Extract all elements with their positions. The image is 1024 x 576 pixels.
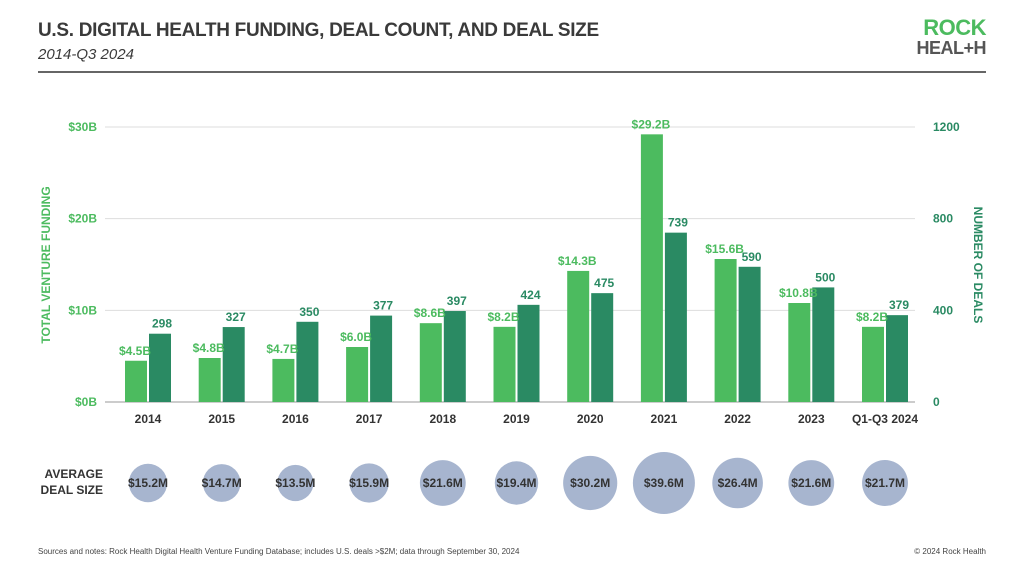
deal-count-bar	[370, 315, 393, 402]
deal-count-bar	[886, 315, 908, 402]
category-label: 2015	[208, 412, 235, 426]
deal-size-label: $21.7M	[865, 476, 905, 490]
deal-size-bubble	[712, 457, 763, 509]
deal-size-bubble	[632, 452, 695, 514]
deal-count-bar	[738, 266, 761, 402]
deal-size-label: $26.4M	[718, 476, 758, 490]
right-tick-label: 1200	[933, 120, 960, 134]
deal-size-bubble	[494, 461, 539, 505]
category-label: 2020	[577, 412, 604, 426]
right-tick-label: 0	[933, 395, 940, 409]
left-tick-label: $0B	[75, 395, 97, 409]
deal-size-bubble	[419, 460, 466, 506]
category-label: 2016	[282, 412, 309, 426]
deal-count-bar	[664, 232, 687, 402]
funding-label: $8.2B	[856, 310, 888, 324]
logo-line-2: HEAL+H	[916, 38, 986, 58]
left-tick-label: $20B	[68, 212, 97, 226]
funding-bar	[272, 358, 295, 402]
deal-size-bubble	[788, 460, 835, 506]
funding-bar	[346, 347, 369, 402]
funding-label: $10.8B	[779, 286, 818, 300]
category-label: 2023	[798, 412, 825, 426]
category-label: 2021	[651, 412, 678, 426]
deal-count-label: 500	[815, 270, 835, 284]
copyright: © 2024 Rock Health	[914, 547, 986, 556]
deal-size-label: $39.6M	[644, 476, 684, 490]
deal-count-label: 377	[373, 299, 393, 313]
logo-line-1: ROCK	[923, 15, 986, 40]
funding-label: $8.6B	[414, 306, 446, 320]
deal-count-bar	[296, 321, 319, 402]
funding-bar	[198, 358, 221, 402]
left-tick-label: $30B	[68, 120, 97, 134]
deal-count-label: 590	[742, 250, 762, 264]
deal-size-bubble	[128, 463, 168, 503]
funding-label: $4.7B	[266, 342, 298, 356]
deal-count-bar	[591, 293, 614, 402]
average-deal-size-heading: DEAL SIZE	[41, 483, 103, 497]
deal-size-label: $19.4M	[496, 476, 536, 490]
deal-count-label: 379	[889, 298, 909, 312]
category-label: 2022	[724, 412, 751, 426]
funding-bar	[714, 259, 737, 402]
title-divider	[38, 71, 986, 73]
deal-count-bar	[517, 304, 540, 402]
left-axis-title: TOTAL VENTURE FUNDING	[39, 186, 53, 343]
funding-label: $8.2B	[487, 310, 519, 324]
deal-count-label: 298	[152, 317, 172, 331]
rock-health-logo: ROCK HEAL+H	[916, 15, 986, 59]
deal-count-label: 739	[668, 216, 688, 230]
funding-bar	[640, 134, 663, 403]
deal-size-bubble	[862, 460, 908, 506]
category-label: 2018	[429, 412, 456, 426]
category-label: Q1-Q3 2024	[852, 412, 918, 426]
chart-title: U.S. DIGITAL HEALTH FUNDING, DEAL COUNT,…	[38, 20, 599, 41]
deal-count-label: 475	[594, 276, 614, 290]
funding-label: $15.6B	[705, 242, 744, 256]
deal-size-bubble	[349, 463, 389, 503]
right-axis-title: NUMBER OF DEALS	[971, 207, 985, 324]
left-tick-label: $10B	[68, 303, 97, 317]
deal-size-bubble	[563, 455, 618, 511]
deal-count-label: 327	[226, 310, 246, 324]
deal-count-label: 424	[520, 288, 540, 302]
deal-count-bar	[222, 327, 245, 402]
deal-size-label: $15.9M	[349, 476, 389, 490]
funding-label: $4.8B	[193, 341, 225, 355]
footnote: Sources and notes: Rock Health Digital H…	[38, 547, 520, 556]
funding-bar	[862, 326, 884, 402]
deal-count-bar	[149, 333, 171, 402]
category-label: 2017	[356, 412, 383, 426]
chart-subtitle: 2014-Q3 2024	[38, 46, 134, 63]
deal-count-label: 397	[447, 294, 467, 308]
deal-count-bar	[443, 311, 466, 402]
funding-bar	[567, 270, 590, 402]
right-tick-label: 800	[933, 212, 953, 226]
deal-size-bubble	[277, 464, 314, 502]
category-label: 2014	[135, 412, 162, 426]
deal-size-label: $21.6M	[791, 476, 831, 490]
deal-size-label: $21.6M	[423, 476, 463, 490]
deal-size-label: $14.7M	[202, 476, 242, 490]
right-tick-label: 400	[933, 303, 953, 317]
funding-label: $6.0B	[340, 330, 372, 344]
deal-size-bubble	[202, 464, 241, 502]
deal-count-label: 350	[299, 305, 319, 319]
deal-count-bar	[812, 287, 835, 402]
deal-size-label: $13.5M	[275, 476, 315, 490]
funding-bar	[788, 303, 811, 402]
category-label: 2019	[503, 412, 530, 426]
funding-label: $14.3B	[558, 254, 597, 268]
deal-size-label: $15.2M	[128, 476, 168, 490]
average-deal-size-heading: AVERAGE	[45, 467, 103, 481]
deal-size-label: $30.2M	[570, 476, 610, 490]
funding-label: $29.2B	[632, 117, 671, 131]
funding-bar	[419, 323, 442, 402]
funding-label: $4.5B	[119, 344, 151, 358]
funding-bar	[125, 360, 147, 402]
funding-bar	[493, 326, 516, 402]
